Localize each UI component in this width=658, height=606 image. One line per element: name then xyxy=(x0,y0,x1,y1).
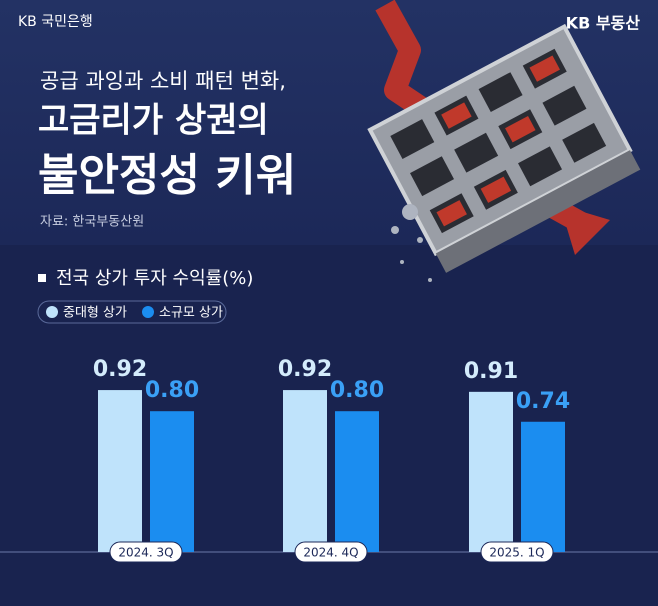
building-illustration xyxy=(367,23,641,273)
category-label: 2024. 4Q xyxy=(303,546,358,560)
category-pill xyxy=(294,541,368,563)
legend-swatch xyxy=(46,306,58,318)
value-label: 0.92 xyxy=(278,357,332,382)
legend-label: 중대형 상가 xyxy=(63,306,127,321)
bar xyxy=(150,411,194,552)
category-label: 2024. 3Q xyxy=(118,546,173,560)
source: 자료: 한국부동산원 xyxy=(40,215,144,230)
subtitle: 공급 과잉과 소비 패턴 변화, xyxy=(40,69,286,93)
legend-box xyxy=(37,300,227,324)
value-label: 0.74 xyxy=(516,389,570,414)
bar xyxy=(521,421,565,552)
legend-label: 소규모 상가 xyxy=(159,306,223,321)
category-pill xyxy=(109,541,183,563)
bar xyxy=(283,390,327,552)
value-label: 0.80 xyxy=(330,378,384,403)
value-label: 0.80 xyxy=(145,378,199,403)
bullet xyxy=(38,274,46,282)
bar xyxy=(469,391,513,552)
category-pill xyxy=(480,541,554,563)
legend-swatch xyxy=(142,306,154,318)
bank-logo: KB 국민은행 xyxy=(18,14,93,30)
arrow-head xyxy=(560,205,610,255)
debris xyxy=(391,204,432,282)
value-label: 0.91 xyxy=(464,359,518,384)
title-line: 불안정성 키워 xyxy=(38,150,296,201)
category-label: 2025. 1Q xyxy=(489,546,544,560)
title-line: 고금리가 상권의 xyxy=(38,101,269,141)
value-label: 0.92 xyxy=(93,357,147,382)
bar xyxy=(98,390,142,552)
brand-logo: KB 부동산 xyxy=(566,14,641,33)
bar xyxy=(335,411,379,552)
chart-title: 전국 상가 투자 수익률(%) xyxy=(56,268,253,289)
